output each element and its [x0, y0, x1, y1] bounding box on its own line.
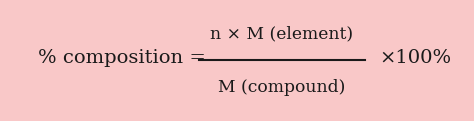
- Text: ×100%: ×100%: [379, 49, 451, 67]
- Text: M (compound): M (compound): [219, 79, 346, 96]
- Text: % composition =: % composition =: [38, 49, 206, 67]
- Text: n × M (element): n × M (element): [210, 25, 354, 42]
